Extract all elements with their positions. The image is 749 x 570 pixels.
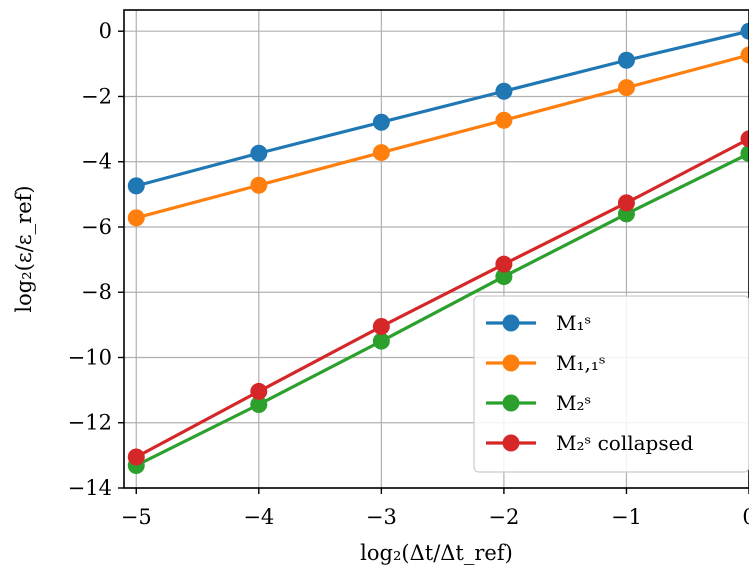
y-tick-label: −2 (81, 84, 112, 108)
series-4 (127, 130, 749, 466)
data-point (372, 332, 390, 350)
legend-label: M₁ˢ (556, 311, 591, 335)
data-point (127, 177, 145, 195)
legend-marker (502, 314, 520, 332)
data-point (617, 51, 635, 69)
y-tick-label: −6 (81, 215, 112, 239)
x-tick-label: −4 (243, 505, 274, 529)
data-point (740, 130, 749, 148)
data-point (372, 144, 390, 162)
series-line (135, 53, 749, 220)
data-point (250, 395, 268, 413)
series-line (135, 29, 749, 188)
x-tick-label: −3 (366, 505, 397, 529)
legend-label: M₂ˢ (556, 391, 591, 415)
data-point (250, 144, 268, 162)
x-tick-label: −2 (488, 505, 519, 529)
data-point (250, 382, 268, 400)
data-point (740, 22, 749, 40)
series-line (135, 137, 749, 459)
x-tick-label: 0 (742, 505, 749, 529)
legend: M₁ˢ M₁,₁ˢ M₂ˢ M₂ˢ collapsed (473, 295, 749, 473)
legend-label: M₁,₁ˢ (556, 351, 606, 375)
x-axis-label: log₂(Δt/Δt_ref) (360, 541, 513, 565)
y-tick-label: −4 (81, 150, 112, 174)
plot-frame (123, 9, 749, 489)
data-point (617, 194, 635, 212)
data-point (740, 46, 749, 64)
y-tick-label: −8 (81, 280, 112, 304)
series-2 (127, 46, 749, 227)
series-line (135, 152, 749, 467)
series-1 (127, 22, 749, 195)
data-point (250, 176, 268, 194)
legend-marker (502, 394, 520, 412)
y-axis-label: log₂(ε/ε_ref) (12, 185, 36, 312)
data-point (372, 113, 390, 131)
data-point (617, 79, 635, 97)
legend-label: M₂ˢ collapsed (556, 431, 693, 455)
legend-marker (502, 354, 520, 372)
data-point (740, 145, 749, 163)
x-tick-label: −5 (121, 505, 152, 529)
data-point (372, 317, 390, 335)
y-tick-label: −14 (68, 476, 112, 500)
y-tick-label: 0 (99, 19, 112, 43)
y-tick-label: −12 (68, 411, 112, 435)
data-point (495, 82, 513, 100)
x-tick-label: −1 (611, 505, 642, 529)
series-layer (127, 22, 749, 474)
data-point (127, 448, 145, 466)
data-point (495, 111, 513, 129)
data-point (495, 255, 513, 273)
ticks: −5−4−3−2−100−2−4−6−8−10−12−14 (68, 19, 749, 529)
legend-box (473, 295, 749, 473)
y-tick-label: −10 (68, 345, 112, 369)
data-point (495, 268, 513, 286)
legend-marker (502, 434, 520, 452)
data-point (127, 209, 145, 227)
